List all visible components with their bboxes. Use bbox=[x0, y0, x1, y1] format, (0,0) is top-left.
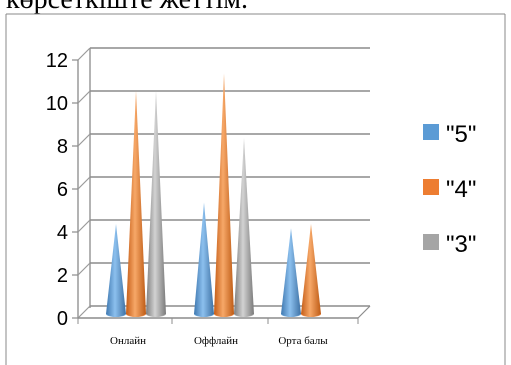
cone-bar bbox=[146, 90, 166, 317]
gridline-diag bbox=[77, 47, 91, 61]
legend-label: "4" bbox=[446, 176, 476, 203]
legend-label: "5" bbox=[446, 121, 476, 148]
y-tick-label: 10 bbox=[46, 93, 68, 115]
gridline-diag bbox=[77, 305, 91, 319]
legend-swatch bbox=[423, 234, 439, 250]
floor-right-edge bbox=[357, 305, 371, 319]
cone-series bbox=[106, 73, 321, 317]
chart-floor bbox=[77, 305, 371, 324]
partial-text-line: көрсеткіште жеттім. bbox=[6, 0, 248, 14]
y-tick-label: 8 bbox=[57, 136, 68, 158]
y-tick-label: 4 bbox=[57, 222, 68, 244]
y-tick-label: 12 bbox=[46, 50, 68, 72]
x-tick-label: Орта балы bbox=[278, 335, 328, 347]
cone-bar bbox=[214, 73, 234, 317]
gridline-diag bbox=[77, 133, 91, 147]
legend-swatch bbox=[423, 179, 439, 195]
legend: "5" "4" "3" bbox=[423, 121, 476, 258]
gridline-diag bbox=[77, 176, 91, 190]
legend-swatch bbox=[423, 124, 439, 140]
y-tick-label: 2 bbox=[57, 265, 68, 287]
legend-label: "3" bbox=[446, 231, 476, 258]
cone-bar bbox=[106, 224, 126, 317]
gridline-diag bbox=[77, 262, 91, 276]
y-axis-ticks: 0 2 4 6 8 10 12 bbox=[46, 50, 68, 330]
cone-bar bbox=[194, 202, 214, 317]
y-tick-label: 0 bbox=[57, 308, 68, 330]
cone-bar bbox=[301, 224, 321, 317]
x-tick-label: Оффлайн bbox=[194, 335, 238, 347]
cone-bar bbox=[234, 138, 254, 317]
x-axis-labels: Онлайн Оффлайн Орта балы bbox=[110, 335, 328, 347]
gridline-diag bbox=[77, 90, 91, 104]
y-tick-label: 6 bbox=[57, 179, 68, 201]
cone-bar bbox=[281, 228, 301, 317]
gridline-diag bbox=[77, 219, 91, 233]
cone-bar bbox=[126, 90, 146, 317]
x-tick-label: Онлайн bbox=[110, 335, 146, 347]
